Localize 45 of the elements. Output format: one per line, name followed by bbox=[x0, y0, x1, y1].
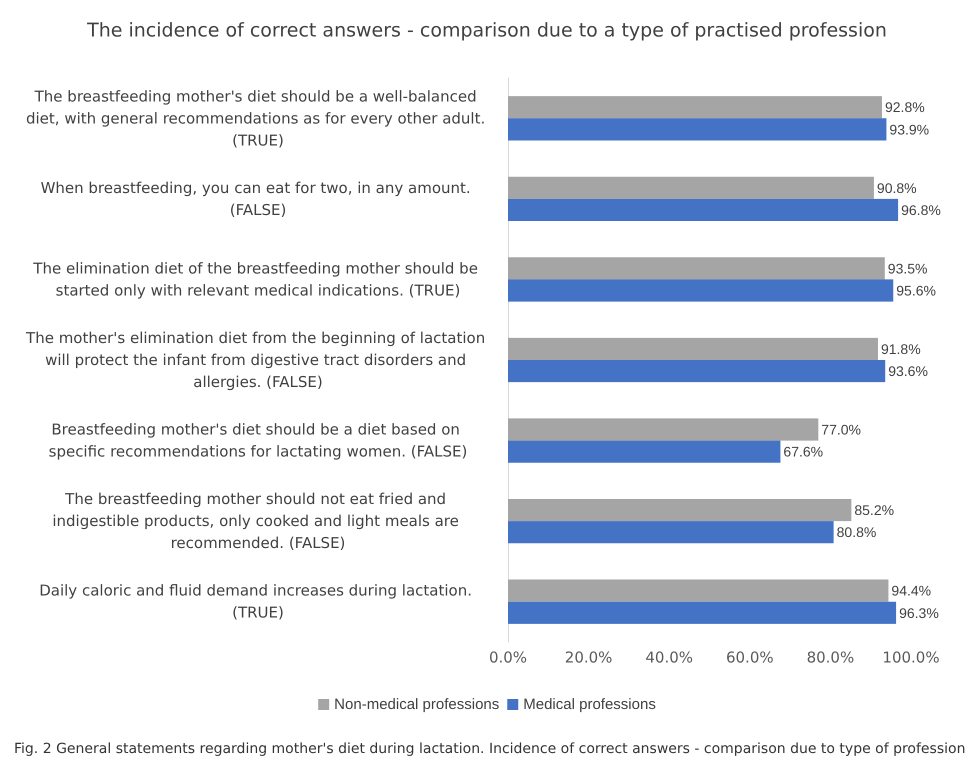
data-label: 95.6% bbox=[896, 282, 936, 299]
data-label: 96.8% bbox=[901, 202, 941, 218]
data-label: 91.8% bbox=[880, 340, 921, 357]
data-label: 85.2% bbox=[854, 502, 894, 518]
caption: Fig. 2 General statements regarding mother's diet during lactation. Incidence of correct answers - comparison due to type of profession bbox=[14, 741, 966, 757]
data-label: 94.4% bbox=[891, 582, 932, 599]
x-tick-label: 100.0% bbox=[882, 648, 940, 666]
data-label: 93.6% bbox=[888, 363, 928, 380]
bar bbox=[508, 118, 886, 140]
bar bbox=[508, 96, 882, 118]
bar bbox=[508, 602, 896, 624]
data-label: 92.8% bbox=[884, 99, 925, 116]
legend-label: Non-medical professions bbox=[334, 696, 500, 713]
x-tick-label: 20.0% bbox=[564, 648, 612, 666]
bar bbox=[508, 580, 888, 602]
x-tick-label: 80.0% bbox=[806, 648, 854, 666]
bar bbox=[508, 257, 885, 280]
y-tick-label: Breastfeeding mother's diet should be a diet based on specific recommendations for lactating women. (FALSE) bbox=[48, 420, 468, 461]
y-tick-label: The mother's elimination diet from the beginning of lactation will protect the infant from digestive tract disorders and allergies. (FALSE) bbox=[25, 329, 490, 391]
data-label: 80.8% bbox=[836, 524, 876, 540]
bar bbox=[508, 440, 780, 463]
data-label: 90.8% bbox=[876, 180, 917, 196]
bar bbox=[508, 360, 886, 382]
data-label: 77.0% bbox=[821, 421, 862, 438]
data-label: 67.6% bbox=[783, 444, 824, 460]
y-tick-label: When breastfeeding, you can eat for two, in any amount. (FALSE) bbox=[40, 178, 476, 219]
y-tick-label: Daily caloric and fluid demand increases during lactation. (TRUE) bbox=[39, 582, 477, 622]
y-tick-label: The breastfeeding mother should not eat fried and indigestible products, only cooked and light meals are recommended. (FALSE) bbox=[52, 490, 464, 552]
x-tick-label: 60.0% bbox=[726, 648, 774, 666]
chart-title: The incidence of correct answers - comparison due to a type of practised profession bbox=[86, 20, 887, 42]
bar bbox=[508, 418, 818, 441]
bar bbox=[508, 521, 834, 544]
y-tick-label: The elimination diet of the breastfeeding mother should be started only with relevant medical indications. (TRUE) bbox=[32, 259, 483, 300]
bar bbox=[508, 198, 898, 222]
bar bbox=[508, 279, 894, 302]
data-label: 93.9% bbox=[889, 121, 930, 138]
bar bbox=[508, 176, 874, 199]
data-label: 93.5% bbox=[888, 260, 928, 276]
x-tick-label: 40.0% bbox=[645, 648, 694, 666]
bar bbox=[508, 498, 852, 522]
legend-label: Medical professions bbox=[523, 696, 656, 713]
bar bbox=[508, 338, 878, 360]
x-tick-label: 0.0% bbox=[488, 648, 528, 666]
data-label: 96.3% bbox=[899, 604, 939, 621]
y-tick-label: The breastfeeding mother's diet should be a well-balanced diet, with general recommendations as for every other adult. (TRUE) bbox=[26, 87, 490, 150]
